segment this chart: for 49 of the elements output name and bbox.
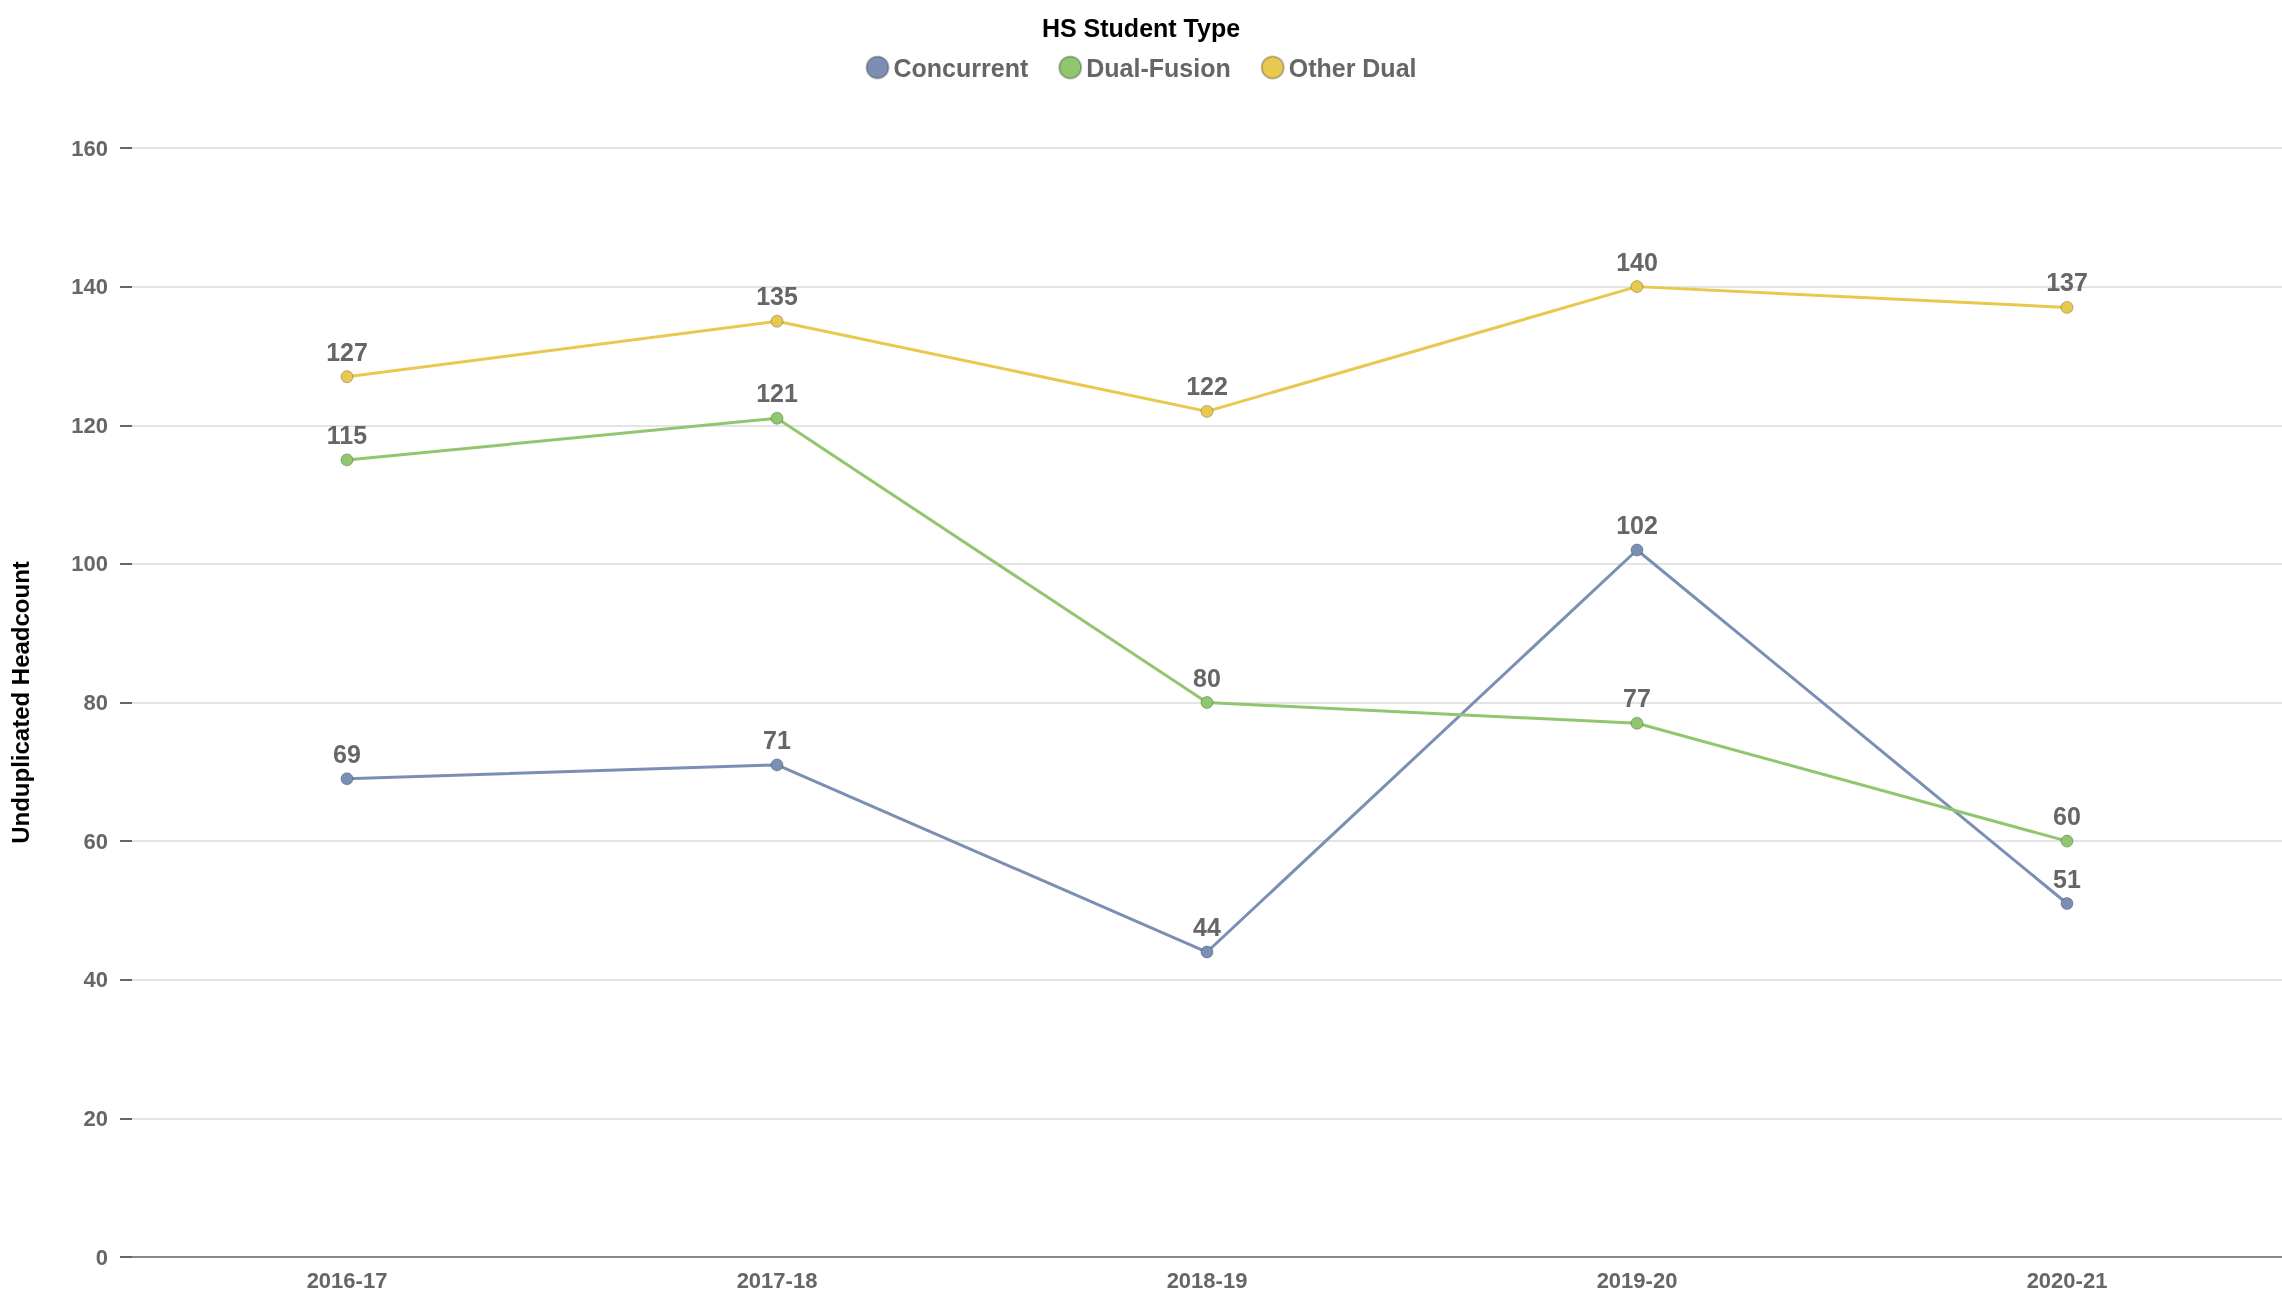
point [1630,543,1644,557]
legend-label: Dual-Fusion [1086,53,1231,82]
x-tick-label: 2020-21 [2026,1267,2108,1293]
y-tick-label: 20 [83,1105,108,1131]
y-tick-label: 100 [71,551,108,577]
point [340,772,354,786]
y-tick-label: 40 [83,967,108,993]
data-label: 77 [1623,684,1651,713]
point [1200,945,1214,959]
data-label: 140 [1616,247,1658,276]
legend-label: Concurrent [893,53,1029,82]
point [2060,897,2074,910]
data-label: 71 [763,725,791,754]
x-tick-label: 2018-19 [1166,1267,1248,1293]
y-tick-label: 160 [71,135,108,161]
data-label: 69 [333,739,361,768]
point [340,453,354,467]
point [1200,404,1214,418]
data-label: 115 [326,420,368,449]
data-label: 127 [326,337,368,366]
data-label: 135 [756,282,798,311]
data-label: 102 [1616,511,1658,540]
data-label: 44 [1193,913,1221,942]
data-label: 60 [2053,802,2081,831]
point [770,758,784,772]
data-label: 137 [2046,268,2088,297]
data-label: 121 [756,379,798,408]
x-tick-label: 2017-18 [736,1267,818,1293]
point [2060,300,2074,314]
point [2060,834,2074,848]
y-tick-label: 60 [83,828,108,854]
point [770,314,784,328]
y-tick-label: 140 [71,274,108,300]
point [1630,280,1644,294]
y-tick-label: 120 [71,412,108,438]
data-label: 51 [2053,864,2081,893]
point [770,411,784,425]
legend-label: Other Dual [1288,53,1417,82]
legend-title: HS Student Type [1041,13,1241,42]
y-tick-label: 0 [95,1244,108,1270]
x-tick-label: 2019-20 [1596,1267,1678,1293]
point [1630,716,1644,730]
x-tick-label: 2016-17 [306,1267,388,1293]
y-tick-label: 80 [83,690,108,715]
data-label: 122 [1186,372,1228,401]
point [340,370,354,384]
y-axis-title: Unduplicated Headcount [6,561,34,844]
point [1200,696,1214,709]
data-label: 80 [1193,663,1221,692]
